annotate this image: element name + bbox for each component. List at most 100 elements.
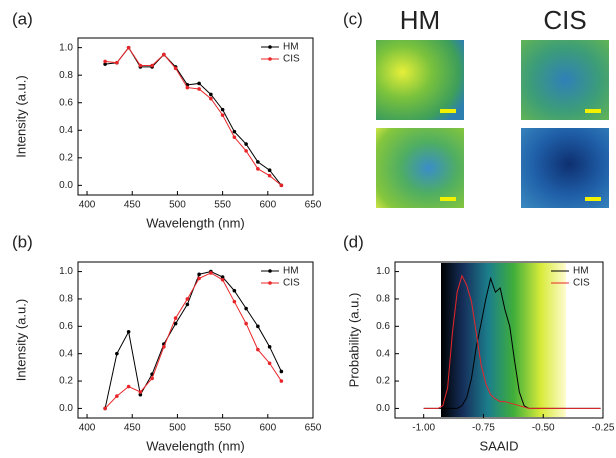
data-point: [209, 93, 213, 97]
data-point: [186, 303, 190, 307]
scale-bar: [440, 109, 456, 113]
data-point: [209, 97, 213, 101]
panel-label: (c): [343, 9, 363, 28]
y-tick-label: 0.2: [59, 376, 73, 387]
map-image: [521, 128, 609, 208]
data-point: [139, 390, 143, 394]
data-point: [268, 168, 272, 172]
data-point: [174, 66, 178, 70]
x-tick-label: -1.00: [412, 423, 435, 434]
y-axis-title: Intensity (a.u.): [13, 299, 28, 381]
legend-label: HM: [283, 266, 299, 277]
data-point: [150, 377, 154, 381]
y-tick-label: 0.8: [376, 294, 390, 305]
y-tick-label: 0.0: [59, 180, 73, 191]
data-point: [221, 113, 225, 117]
data-point: [268, 174, 272, 178]
map-image: [376, 128, 464, 208]
data-point: [127, 330, 131, 334]
data-point: [115, 352, 119, 356]
plot-frame: [78, 38, 313, 195]
column-title: HM: [400, 5, 440, 35]
data-point: [103, 60, 107, 64]
y-tick-label: 0.6: [376, 321, 390, 332]
data-point: [244, 142, 248, 146]
x-tick-label: 500: [169, 423, 186, 434]
legend-label: CIS: [283, 54, 300, 65]
data-point: [174, 316, 178, 320]
data-point: [139, 64, 143, 68]
x-axis-title: Wavelength (nm): [146, 438, 245, 453]
x-axis-title: SAAID: [479, 438, 518, 453]
y-tick-label: 0.8: [59, 294, 73, 305]
y-tick-label: 0.2: [59, 152, 73, 163]
x-tick-label: 600: [259, 200, 276, 211]
data-point: [115, 394, 119, 398]
series-line: [105, 273, 281, 408]
y-tick-label: 0.4: [376, 348, 390, 359]
data-point: [233, 289, 237, 293]
figure: HM CIS (c) (a) 400 450 500 550 600 650 0.0 0.2 0.…: [0, 0, 616, 458]
x-tick-label: 650: [305, 423, 322, 434]
scale-bar: [585, 109, 601, 113]
x-tick-label: 600: [259, 423, 276, 434]
data-point: [127, 46, 131, 50]
data-point: [256, 348, 260, 352]
data-point: [233, 130, 237, 134]
series-line: [105, 48, 281, 186]
data-point: [280, 370, 284, 374]
y-tick-label: 0.2: [376, 376, 390, 387]
data-point: [280, 184, 284, 188]
x-tick-label: 550: [214, 423, 231, 434]
data-point: [256, 160, 260, 164]
legend-label: CIS: [283, 278, 300, 289]
data-point: [150, 64, 154, 68]
data-point: [233, 135, 237, 139]
data-point: [162, 53, 166, 57]
legend-marker: [268, 57, 272, 61]
data-point: [103, 407, 107, 411]
data-point: [197, 87, 201, 91]
panel-label: (d): [343, 232, 364, 251]
x-tick-label: -0.25: [592, 423, 615, 434]
x-tick-label: 400: [79, 200, 96, 211]
x-tick-label: 650: [305, 200, 322, 211]
legend-label: HM: [573, 266, 589, 277]
x-tick-label: -0.75: [472, 423, 495, 434]
map-image: [521, 40, 609, 120]
data-point: [186, 297, 190, 301]
data-point: [221, 278, 225, 282]
y-tick-label: 0.4: [59, 125, 73, 136]
color-band: [441, 263, 566, 417]
y-tick-label: 1.0: [59, 42, 73, 53]
data-point: [127, 385, 131, 389]
x-tick-label: -0.50: [532, 423, 555, 434]
panel-label: (b): [12, 232, 33, 251]
data-point: [268, 361, 272, 365]
scale-bar: [585, 197, 601, 201]
y-tick-label: 0.6: [59, 97, 73, 108]
data-point: [256, 325, 260, 329]
x-tick-label: 450: [124, 423, 141, 434]
x-tick-label: 500: [169, 200, 186, 211]
x-tick-label: 550: [214, 200, 231, 211]
legend-label: CIS: [573, 278, 590, 289]
data-point: [244, 149, 248, 153]
data-point: [197, 82, 201, 86]
y-tick-label: 0.0: [59, 403, 73, 414]
legend-marker: [268, 45, 272, 49]
y-tick-label: 1.0: [376, 266, 390, 277]
y-tick-label: 1.0: [59, 266, 73, 277]
data-point: [209, 271, 213, 275]
data-point: [197, 277, 201, 281]
data-point: [186, 86, 190, 90]
scale-bar: [440, 197, 456, 201]
y-axis-title: Intensity (a.u.): [13, 75, 28, 157]
data-point: [268, 345, 272, 349]
y-tick-label: 0.0: [376, 403, 390, 414]
y-tick-label: 0.4: [59, 348, 73, 359]
data-point: [233, 300, 237, 304]
data-point: [115, 61, 119, 65]
data-point: [256, 167, 260, 171]
panel-label: (a): [12, 9, 33, 28]
